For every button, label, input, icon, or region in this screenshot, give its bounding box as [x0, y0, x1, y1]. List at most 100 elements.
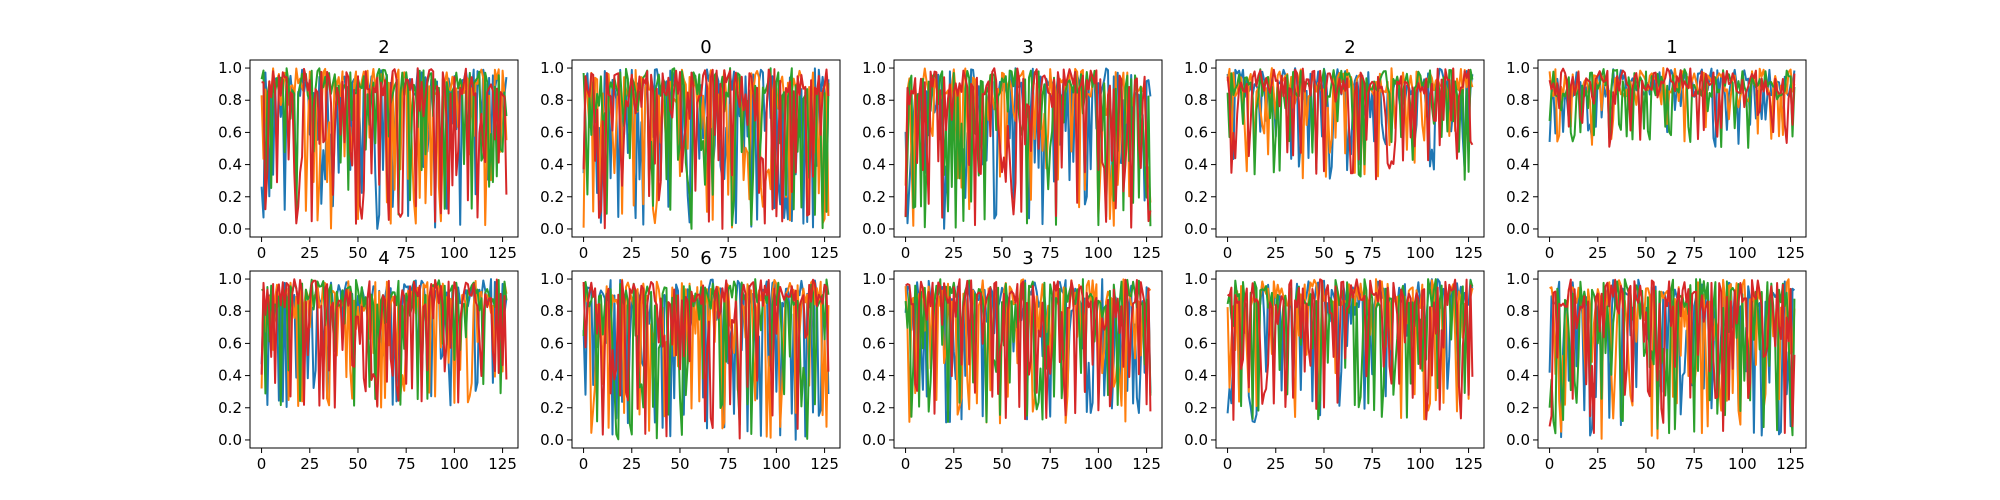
subplot-title: 1	[1666, 37, 1677, 58]
y-tick-label: 1.0	[862, 270, 886, 288]
subplot-title: 2	[1344, 37, 1355, 58]
plot-frame	[571, 59, 841, 238]
subplot-title: 2	[1666, 248, 1677, 269]
y-tick-label: 0.4	[1506, 367, 1530, 385]
y-tick-label: 0.2	[862, 188, 886, 206]
y-tick-label: 1.0	[862, 59, 886, 77]
x-tick-label: 0	[1223, 244, 1233, 262]
x-tick-label: 125	[810, 455, 839, 473]
x-tick-label: 100	[762, 455, 791, 473]
y-tick-label: 0.8	[1506, 302, 1530, 320]
y-tick-label: 0.6	[540, 334, 564, 352]
y-tick-label: 0.4	[218, 367, 242, 385]
y-tick-label: 0.4	[540, 156, 564, 174]
series-line-4	[1226, 67, 1474, 181]
x-tick-label: 75	[1363, 244, 1382, 262]
y-tick-label: 0.2	[218, 188, 242, 206]
x-tick-label: 125	[1132, 244, 1161, 262]
x-tick-label: 50	[348, 455, 367, 473]
x-tick-label: 50	[1636, 455, 1655, 473]
y-tick-label: 0.2	[540, 188, 564, 206]
plot-frame	[249, 270, 519, 449]
y-tick-label: 0.6	[1184, 123, 1208, 141]
subplot-3: 0 25 50 75 100 125 0.0 0.2 0.4 0.6 0.8 1.0 3	[862, 37, 1163, 262]
series-line-4	[904, 67, 1152, 229]
x-tick-label: 50	[1636, 244, 1655, 262]
y-tick-label: 0.0	[862, 220, 886, 238]
x-tick-label: 25	[944, 455, 963, 473]
y-tick-label: 1.0	[540, 270, 564, 288]
y-tick-label: 0.0	[1506, 431, 1530, 449]
y-tick-label: 0.4	[862, 367, 886, 385]
x-tick-label: 25	[1588, 244, 1607, 262]
x-tick-label: 0	[579, 244, 589, 262]
x-tick-label: 125	[1776, 455, 1805, 473]
x-tick-label: 75	[1363, 455, 1382, 473]
x-tick-label: 50	[1314, 455, 1333, 473]
x-tick-label: 50	[348, 244, 367, 262]
series-line-4	[904, 278, 1152, 421]
x-tick-label: 25	[300, 244, 319, 262]
plot-frame	[893, 59, 1163, 238]
y-tick-label: 0.2	[862, 399, 886, 417]
x-tick-label: 75	[1685, 244, 1704, 262]
x-tick-label: 50	[1314, 244, 1333, 262]
x-tick-label: 50	[670, 455, 689, 473]
y-tick-label: 0.4	[862, 156, 886, 174]
x-tick-label: 125	[1454, 244, 1483, 262]
x-tick-label: 100	[1406, 244, 1435, 262]
y-tick-label: 0.0	[540, 431, 564, 449]
x-tick-label: 100	[440, 455, 469, 473]
series-line-4	[582, 68, 830, 230]
subplot-1: 0 25 50 75 100 125 0.0 0.2 0.4 0.6 0.8 1.0 2	[218, 37, 519, 262]
subplot-4: 0 25 50 75 100 125 0.0 0.2 0.4 0.6 0.8 1.0 2	[1184, 37, 1485, 262]
y-tick-label: 0.2	[540, 399, 564, 417]
series-line-2	[260, 280, 508, 409]
y-tick-label: 0.6	[1506, 334, 1530, 352]
subplot-title: 6	[700, 248, 711, 269]
y-tick-label: 0.4	[1184, 367, 1208, 385]
subplot-title: 4	[378, 248, 389, 269]
x-tick-label: 100	[1084, 455, 1113, 473]
y-tick-label: 0.2	[1184, 399, 1208, 417]
y-tick-label: 1.0	[218, 59, 242, 77]
y-tick-label: 0.8	[218, 302, 242, 320]
y-tick-label: 0.6	[1506, 123, 1530, 141]
y-tick-label: 0.0	[862, 431, 886, 449]
y-tick-label: 0.2	[1184, 188, 1208, 206]
x-tick-label: 0	[901, 455, 911, 473]
x-tick-label: 125	[1132, 455, 1161, 473]
series-line-3	[1548, 68, 1796, 149]
series-line-4	[1227, 278, 1474, 421]
y-tick-label: 0.6	[862, 123, 886, 141]
y-tick-label: 1.0	[1184, 270, 1208, 288]
y-tick-label: 0.0	[540, 220, 564, 238]
y-tick-label: 0.2	[218, 399, 242, 417]
y-tick-label: 0.0	[1184, 431, 1208, 449]
subplot-title: 0	[700, 37, 711, 58]
subplot-title: 2	[378, 37, 389, 58]
x-tick-label: 125	[810, 244, 839, 262]
x-tick-label: 100	[1728, 455, 1757, 473]
x-tick-label: 0	[1545, 244, 1555, 262]
subplot-8: 0 25 50 75 100 125 0.0 0.2 0.4 0.6 0.8 1.0 3	[862, 248, 1163, 473]
y-tick-label: 0.8	[862, 302, 886, 320]
y-tick-label: 0.4	[540, 367, 564, 385]
y-tick-label: 0.8	[1184, 91, 1208, 109]
y-tick-label: 0.8	[540, 91, 564, 109]
y-tick-label: 0.8	[540, 302, 564, 320]
x-tick-label: 0	[1545, 455, 1555, 473]
subplot-title: 3	[1022, 248, 1033, 269]
subplot-title: 3	[1022, 37, 1033, 58]
series-line-4	[261, 67, 508, 225]
x-tick-label: 0	[257, 244, 267, 262]
y-tick-label: 0.6	[862, 334, 886, 352]
x-tick-label: 75	[719, 244, 738, 262]
plot-frame	[571, 270, 841, 449]
x-tick-label: 75	[719, 455, 738, 473]
x-tick-label: 25	[1588, 455, 1607, 473]
y-tick-label: 0.0	[1506, 220, 1530, 238]
y-tick-label: 0.6	[218, 123, 242, 141]
y-tick-label: 0.6	[540, 123, 564, 141]
